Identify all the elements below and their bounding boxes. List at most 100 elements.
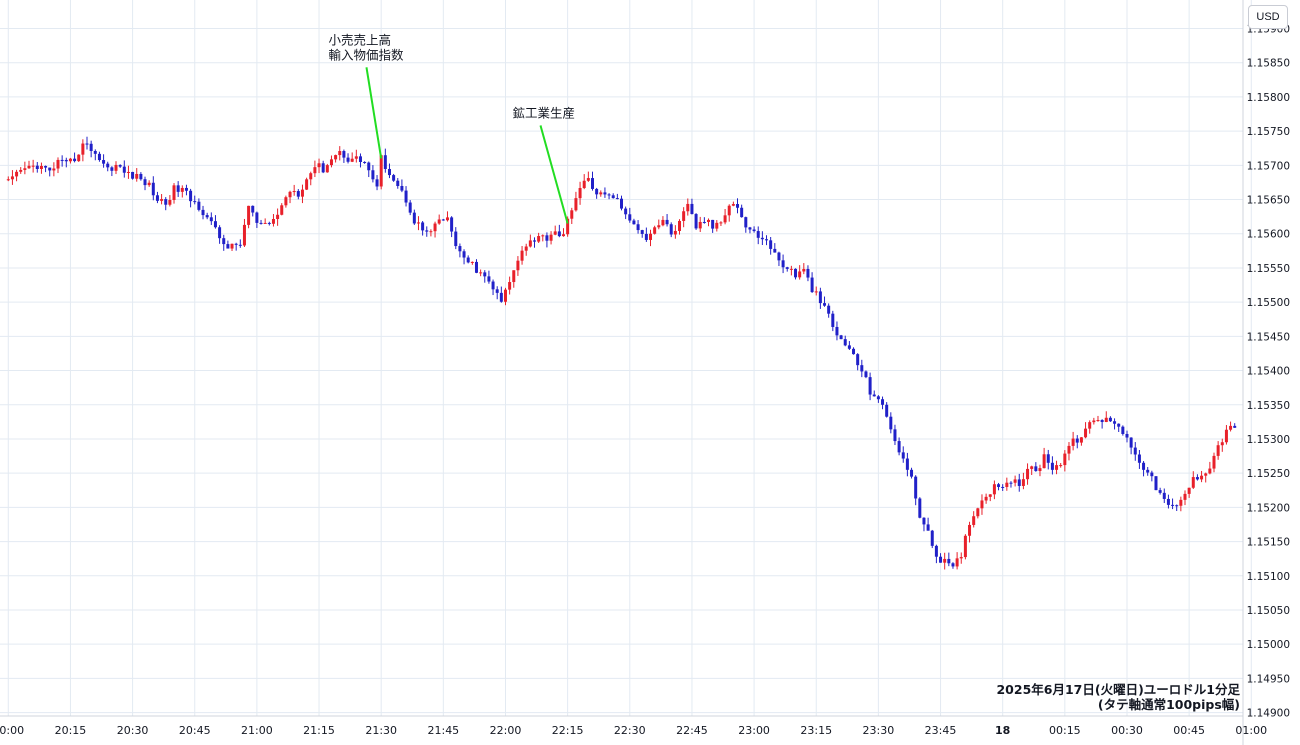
candle [172,183,176,204]
candle-body [135,173,139,179]
candle [48,167,52,177]
candle-body [934,545,938,557]
candle-body [421,222,425,231]
candle [1108,416,1112,422]
candle-body [1009,482,1013,484]
candle-body [1038,468,1042,472]
x-tick-label: 23:30 [863,724,895,737]
candle-body [731,204,735,206]
candle-body [835,326,839,336]
candle [959,552,963,564]
candle [487,270,491,284]
candle-body [814,291,818,293]
candle-body [943,558,947,563]
candle [197,198,201,212]
candle [963,534,967,560]
candle-body [673,230,677,235]
x-tick-label: 20:45 [179,724,211,737]
candle-body [827,305,831,314]
candle-body [48,167,52,171]
candle [1204,472,1208,483]
candle-body [1125,433,1129,438]
candle [715,220,719,232]
candle-body [325,165,329,173]
candle-body [180,187,184,192]
currency-badge[interactable]: USD [1248,5,1288,29]
candle [1200,470,1204,483]
candle [1084,422,1088,439]
candle-body [760,237,764,240]
candle [31,159,35,173]
candle [160,194,164,205]
candle-body [707,219,711,222]
candle-body [126,171,130,173]
candle [1224,425,1228,445]
candle-body [789,268,793,270]
candle-body [736,204,740,208]
candle [814,286,818,296]
candle-body [19,169,23,172]
candle [852,347,856,355]
y-tick-label: 1.15500 [1247,297,1290,309]
candle-body [1195,477,1199,480]
candle [773,243,777,253]
candle [885,402,889,418]
candle [1137,449,1141,469]
candle [338,146,342,161]
candle [765,235,769,246]
candle-body [462,251,466,258]
candle-body [1088,422,1092,429]
candle [665,214,669,227]
candle [1026,463,1030,485]
candle-body [263,222,267,224]
candle-body [968,524,972,536]
candle-body [1100,420,1104,423]
candle [972,511,976,528]
candle-body [404,190,408,203]
candle [1059,462,1063,468]
candle-body [947,558,951,564]
candle [164,197,168,211]
candle [698,216,702,232]
candle-body [131,171,135,179]
candle-body [474,261,478,273]
candle-body [85,143,89,145]
candle [1133,442,1137,461]
candle [988,494,992,502]
candle-body [354,156,358,159]
candle-body [503,289,507,302]
candle-body [823,303,827,306]
candle-body [242,224,246,246]
candle-body [1179,499,1183,506]
candle-body [1216,445,1220,456]
candle [1050,456,1054,475]
candle-body [499,292,503,302]
candle-body [197,201,201,210]
candle-body [980,500,984,509]
candle-body [209,217,213,222]
candle [649,229,653,247]
x-tick-label: 20:00 [0,724,24,737]
candle-body [856,354,860,366]
candle [458,243,462,258]
candle [288,190,292,204]
candle-body [930,530,934,546]
candle-body [1063,453,1067,466]
candle [934,544,938,564]
candle [56,157,60,174]
candle [512,270,516,288]
candle [968,521,972,543]
candle [1113,418,1117,430]
candle-body [901,452,905,459]
candle-body [765,239,769,241]
candle-body [412,212,416,224]
candle [1175,504,1179,511]
x-tick-label: 22:30 [614,724,646,737]
candle [1079,437,1083,446]
candle-body [669,224,673,235]
candle-body [831,313,835,327]
candle-body [1137,454,1141,463]
candle [847,341,851,351]
candle-body [1017,479,1021,486]
